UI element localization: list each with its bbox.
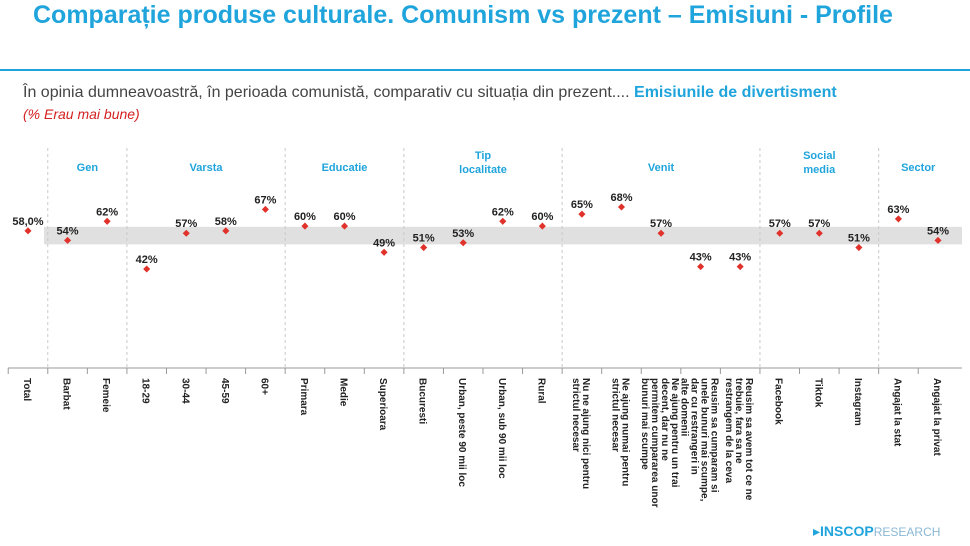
data-point-18 (736, 263, 744, 271)
value-label-3: 42% (136, 254, 158, 266)
data-point-20 (815, 229, 823, 237)
category-label-16: Ne ajung pentru un traidecent, dar nu ne… (639, 378, 680, 508)
dot-plot-chart: Gen Varsta Educatie Tip localitate Venit Socia… (7, 148, 962, 508)
data-point-14 (578, 210, 586, 218)
data-point-23 (934, 236, 942, 244)
value-label-13: 60% (531, 211, 553, 223)
group-label-4: Venit (648, 162, 675, 174)
brand-name: INSCOP (820, 523, 874, 539)
page-title: Comparație produse culturale. Comunism v… (33, 1, 893, 29)
data-point-9 (380, 248, 388, 256)
category-label-21: Instagram (852, 378, 863, 426)
data-point-1 (64, 236, 72, 244)
value-label-11: 53% (452, 228, 474, 240)
brand-arrow-icon: ▸ (813, 523, 821, 539)
category-label-15: Ne ajung numai pentrustrictul necesar (609, 378, 630, 486)
value-label-10: 51% (413, 233, 435, 245)
category-label-0: Total (21, 378, 32, 401)
value-label-22: 63% (887, 204, 909, 216)
value-label-14: 65% (571, 199, 593, 211)
value-label-17: 43% (690, 252, 712, 264)
value-label-23: 54% (927, 225, 949, 237)
data-point-4 (182, 229, 190, 237)
data-point-16 (657, 229, 665, 237)
data-point-2 (103, 217, 111, 225)
data-point-19 (776, 229, 784, 237)
brand-suffix: RESEARCH (873, 525, 941, 539)
category-label-14: Nu ne ajung nici pentrustrictul necesar (570, 378, 591, 489)
category-label-3: 18-29 (140, 378, 151, 404)
category-label-1: Barbat (61, 378, 72, 410)
value-label-15: 68% (610, 192, 632, 204)
category-label-17: Reusim sa cumparam siunele bunuri mai sc… (679, 378, 720, 502)
data-point-13 (538, 222, 546, 230)
category-label-6: 60+ (258, 378, 269, 395)
value-label-6: 67% (254, 194, 276, 206)
data-point-8 (340, 222, 349, 230)
value-label-0: 58,0% (12, 216, 43, 228)
value-label-4: 57% (175, 218, 197, 230)
category-label-11: Urban, peste 90 mii loc (456, 378, 467, 487)
group-label-5: Social media (803, 150, 836, 176)
category-label-8: Medie (338, 378, 349, 407)
data-point-10 (420, 244, 428, 252)
value-label-1: 54% (57, 225, 79, 237)
data-point-3 (143, 265, 151, 273)
value-label-5: 58% (215, 216, 237, 228)
category-label-12: Urban, sub 90 mii loc (496, 378, 507, 479)
question-prefix: În opinia dumneavoastră, în perioada com… (23, 84, 630, 101)
brand-logo: ▸INSCOPRESEARCH (813, 523, 940, 540)
data-point-0 (24, 227, 32, 235)
group-label-0: Gen (77, 162, 99, 174)
title-divider (0, 69, 970, 71)
data-point-6 (261, 205, 269, 213)
value-label-20: 57% (808, 218, 830, 230)
value-label-18: 43% (729, 252, 751, 264)
total-band (44, 226, 962, 245)
data-point-21 (855, 244, 863, 252)
metric-note: (% Erau mai bune) (23, 106, 140, 122)
value-label-9: 49% (373, 237, 395, 249)
category-label-20: Tiktok (812, 378, 823, 408)
category-label-19: Facebook (773, 378, 784, 425)
value-label-2: 62% (96, 206, 118, 218)
question-text: În opinia dumneavoastră, în perioada com… (23, 84, 837, 102)
value-label-12: 62% (492, 206, 514, 218)
group-label-3: Tip localitate (459, 150, 507, 176)
group-label-2: Educatie (322, 162, 368, 174)
category-label-5: 45-59 (219, 378, 230, 404)
category-label-13: Rural (535, 378, 546, 404)
question-highlight: Emisiunile de divertisment (634, 84, 837, 101)
category-label-10: Bucuresti (417, 378, 428, 424)
value-label-21: 51% (848, 233, 870, 245)
category-label-18: Reusim sa avem tot ce netrebuie, fara sa… (723, 378, 754, 501)
data-point-22 (894, 215, 902, 223)
category-label-9: Superioara (377, 378, 388, 431)
category-label-23: Angajat la privat (931, 378, 942, 456)
data-point-12 (499, 217, 507, 225)
data-point-11 (459, 239, 467, 247)
data-point-17 (697, 263, 705, 271)
category-label-4: 30-44 (179, 378, 190, 404)
group-label-1: Varsta (190, 162, 224, 174)
category-label-2: Femeie (100, 378, 111, 413)
data-point-5 (222, 227, 230, 235)
value-label-19: 57% (769, 218, 791, 230)
category-label-7: Primara (298, 378, 309, 416)
category-label-22: Angajat la stat (891, 378, 902, 447)
data-point-7 (301, 222, 309, 230)
value-label-16: 57% (650, 218, 672, 230)
value-label-8: 60% (334, 211, 356, 223)
data-point-15 (617, 203, 626, 211)
value-label-7: 60% (294, 211, 316, 223)
group-label-6: Sector (901, 162, 936, 174)
